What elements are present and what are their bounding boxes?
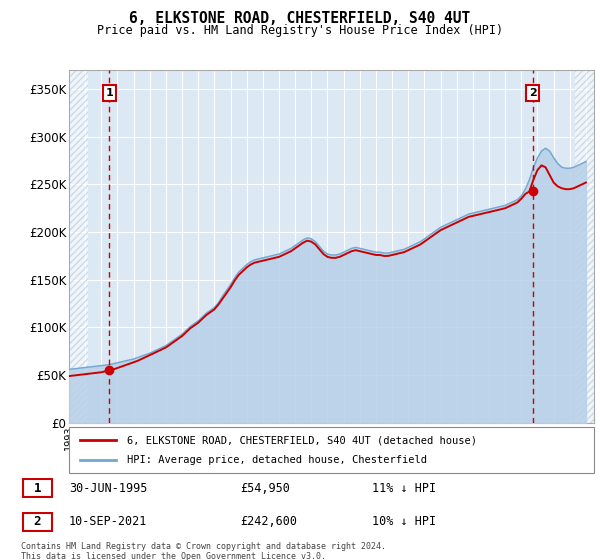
Text: 2: 2 [34,515,41,529]
Text: 11% ↓ HPI: 11% ↓ HPI [372,482,436,495]
Text: Price paid vs. HM Land Registry's House Price Index (HPI): Price paid vs. HM Land Registry's House … [97,24,503,36]
Text: 10-SEP-2021: 10-SEP-2021 [69,515,148,529]
Text: 1: 1 [34,482,41,495]
Text: £54,950: £54,950 [240,482,290,495]
Text: 2: 2 [529,88,536,98]
Bar [575,70,594,423]
Bar [69,70,88,423]
Text: 1: 1 [106,88,113,98]
Text: Contains HM Land Registry data © Crown copyright and database right 2024.
This d: Contains HM Land Registry data © Crown c… [21,542,386,560]
Text: £242,600: £242,600 [240,515,297,529]
Text: 6, ELKSTONE ROAD, CHESTERFIELD, S40 4UT: 6, ELKSTONE ROAD, CHESTERFIELD, S40 4UT [130,11,470,26]
Text: HPI: Average price, detached house, Chesterfield: HPI: Average price, detached house, Ches… [127,455,427,465]
Text: 10% ↓ HPI: 10% ↓ HPI [372,515,436,529]
Text: 6, ELKSTONE ROAD, CHESTERFIELD, S40 4UT (detached house): 6, ELKSTONE ROAD, CHESTERFIELD, S40 4UT … [127,435,477,445]
Text: 30-JUN-1995: 30-JUN-1995 [69,482,148,495]
